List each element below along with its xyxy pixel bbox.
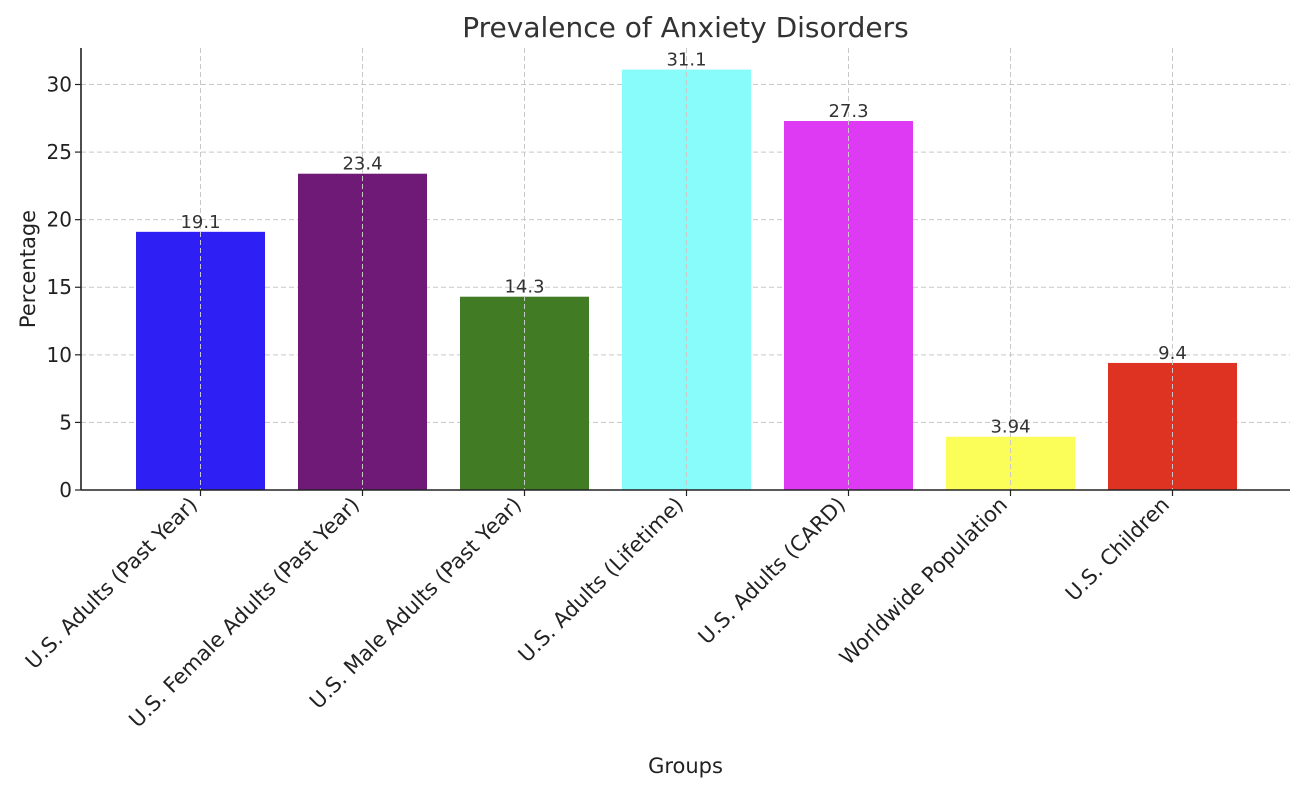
x-tick-label-6: Worldwide Population <box>835 493 1012 670</box>
y-tick-label: 10 <box>47 343 72 367</box>
data-label-7: 9.4 <box>1158 343 1187 364</box>
data-label-4: 31.1 <box>666 50 706 71</box>
x-grid-lines <box>200 48 1173 490</box>
x-axis-label: Groups <box>648 754 723 778</box>
data-label-2: 23.4 <box>342 154 382 175</box>
y-tick-label: 0 <box>59 478 72 502</box>
y-tick-label: 5 <box>59 410 72 434</box>
x-tick-label-5: U.S. Adults (CARD) <box>694 493 850 649</box>
x-tick-label-1: U.S. Adults (Past Year) <box>21 493 202 674</box>
y-tick-label: 20 <box>47 208 72 232</box>
chart-title: Prevalence of Anxiety Disorders <box>462 11 909 44</box>
data-labels: 19.1 23.4 14.3 31.1 27.3 3.94 9.4 <box>180 50 1186 438</box>
x-tick-label-7: U.S. Children <box>1061 493 1174 606</box>
y-axis-label: Percentage <box>16 210 40 328</box>
y-tick-label: 30 <box>47 72 72 96</box>
x-tick-label-4: U.S. Adults (Lifetime) <box>514 493 688 667</box>
data-label-1: 19.1 <box>180 212 220 233</box>
axes <box>75 48 1290 496</box>
y-tick-label: 25 <box>47 140 72 164</box>
data-label-3: 14.3 <box>504 277 544 298</box>
y-tick-label: 15 <box>47 275 72 299</box>
data-label-6: 3.94 <box>990 417 1030 438</box>
data-label-5: 27.3 <box>828 101 868 122</box>
